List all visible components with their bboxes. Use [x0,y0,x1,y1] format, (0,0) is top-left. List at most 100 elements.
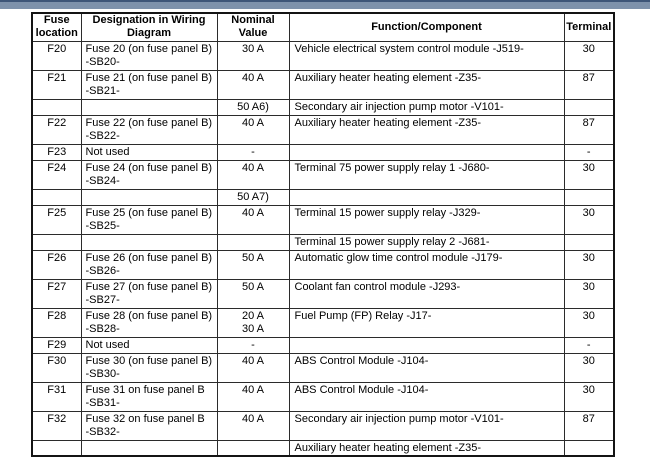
cell-fuse-location [31,439,82,457]
cell-function-component [288,188,565,206]
table-row: F32 Fuse 32 on fuse panel B -SB32- 40 A Sec… [31,410,615,441]
cell-fuse-location: F28 [31,307,82,338]
cell-nominal-value [216,233,290,251]
cell-function-component: ABS Control Module -J104- [288,352,565,383]
cell-fuse-location: F20 [31,40,82,71]
cell-terminal: 87 [563,114,615,145]
cell-fuse-location: F22 [31,114,82,145]
cell-fuse-location [31,188,82,206]
cell-terminal: 30 [563,352,615,383]
cell-function-component: Terminal 75 power supply relay 1 -J680- [288,159,565,190]
cell-nominal-value: 30 A [216,40,290,71]
cell-fuse-location: F32 [31,410,82,441]
cell-designation [80,188,218,206]
cell-function-component: Auxiliary heater heating element -Z35- [288,114,565,145]
cell-nominal-value: 50 A7) [216,188,290,206]
cell-designation: Fuse 22 (on fuse panel B) -SB22- [80,114,218,145]
column-header: Terminal [563,12,615,42]
cell-function-component: ABS Control Module -J104- [288,381,565,412]
cell-nominal-value: 40 A [216,159,290,190]
cell-terminal: - [563,143,615,161]
cell-terminal: 87 [563,410,615,441]
column-header: Function/Component [288,12,565,42]
cell-function-component: Fuel Pump (FP) Relay -J17- [288,307,565,338]
cell-terminal: 30 [563,381,615,412]
cell-terminal [563,98,615,116]
cell-fuse-location [31,98,82,116]
cell-fuse-location: F25 [31,204,82,235]
table-row: 50 A6) Secondary air injection pump motor… [31,98,615,116]
cell-designation: Fuse 21 (on fuse panel B) -SB21- [80,69,218,100]
cell-terminal: 30 [563,159,615,190]
cell-designation: Fuse 26 (on fuse panel B) -SB26- [80,249,218,280]
cell-nominal-value [216,439,290,457]
table-header-row: Fuse location Designation in Wiring Diagr… [31,12,615,42]
cell-function-component [288,143,565,161]
cell-nominal-value: 40 A [216,69,290,100]
cell-designation [80,233,218,251]
cell-terminal [563,188,615,206]
table-row: F23 Not used - - [31,143,615,161]
cell-nominal-value: 40 A [216,410,290,441]
column-header: Fuse location [31,12,82,42]
table-row: F31 Fuse 31 on fuse panel B -SB31- 40 A ABS… [31,381,615,412]
table-row: F28 Fuse 28 (on fuse panel B) -SB28- 20 A … [31,307,615,338]
cell-function-component: Automatic glow time control module -J179… [288,249,565,280]
table-row: Terminal 15 power supply relay 2 -J681- [31,233,615,251]
cell-nominal-value: 40 A [216,204,290,235]
cell-designation: Fuse 27 (on fuse panel B) -SB27- [80,278,218,309]
cell-function-component: Auxiliary heater heating element -Z35- [288,69,565,100]
cell-terminal: 30 [563,204,615,235]
cell-designation [80,439,218,457]
cell-terminal: 30 [563,40,615,71]
cell-designation: Fuse 20 (on fuse panel B) -SB20- [80,40,218,71]
table-row: 50 A7) [31,188,615,206]
cell-nominal-value: - [216,143,290,161]
cell-nominal-value: 40 A [216,114,290,145]
cell-designation: Fuse 28 (on fuse panel B) -SB28- [80,307,218,338]
column-header: Nominal Value [216,12,290,42]
table-row: Auxiliary heater heating element -Z35- [31,439,615,457]
cell-nominal-value: 40 A [216,381,290,412]
cell-designation [80,98,218,116]
cell-nominal-value: 50 A6) [216,98,290,116]
cell-nominal-value: 50 A [216,278,290,309]
cell-designation: Fuse 30 (on fuse panel B) -SB30- [80,352,218,383]
cell-fuse-location: F26 [31,249,82,280]
cell-fuse-location: F29 [31,336,82,354]
column-header: Designation in Wiring Diagram [80,12,218,42]
cell-designation: Fuse 24 (on fuse panel B) -SB24- [80,159,218,190]
cell-function-component [288,336,565,354]
cell-terminal: - [563,336,615,354]
cell-fuse-location: F23 [31,143,82,161]
cell-function-component: Vehicle electrical system control module… [288,40,565,71]
cell-fuse-location: F24 [31,159,82,190]
cell-terminal [563,439,615,457]
cell-nominal-value: 40 A [216,352,290,383]
cell-fuse-location: F30 [31,352,82,383]
cell-function-component: Secondary air injection pump motor -V101… [288,98,565,116]
cell-terminal: 87 [563,69,615,100]
window-top-bar [0,0,650,9]
cell-fuse-location [31,233,82,251]
cell-terminal: 30 [563,278,615,309]
cell-fuse-location: F27 [31,278,82,309]
cell-function-component: Terminal 15 power supply relay 2 -J681- [288,233,565,251]
cell-terminal: 30 [563,307,615,338]
cell-function-component: Auxiliary heater heating element -Z35- [288,439,565,457]
cell-designation: Fuse 31 on fuse panel B -SB31- [80,381,218,412]
cell-terminal: 30 [563,249,615,280]
cell-function-component: Secondary air injection pump motor -V101… [288,410,565,441]
fuse-table: Fuse location Designation in Wiring Diagr… [31,12,615,457]
cell-function-component: Coolant fan control module -J293- [288,278,565,309]
